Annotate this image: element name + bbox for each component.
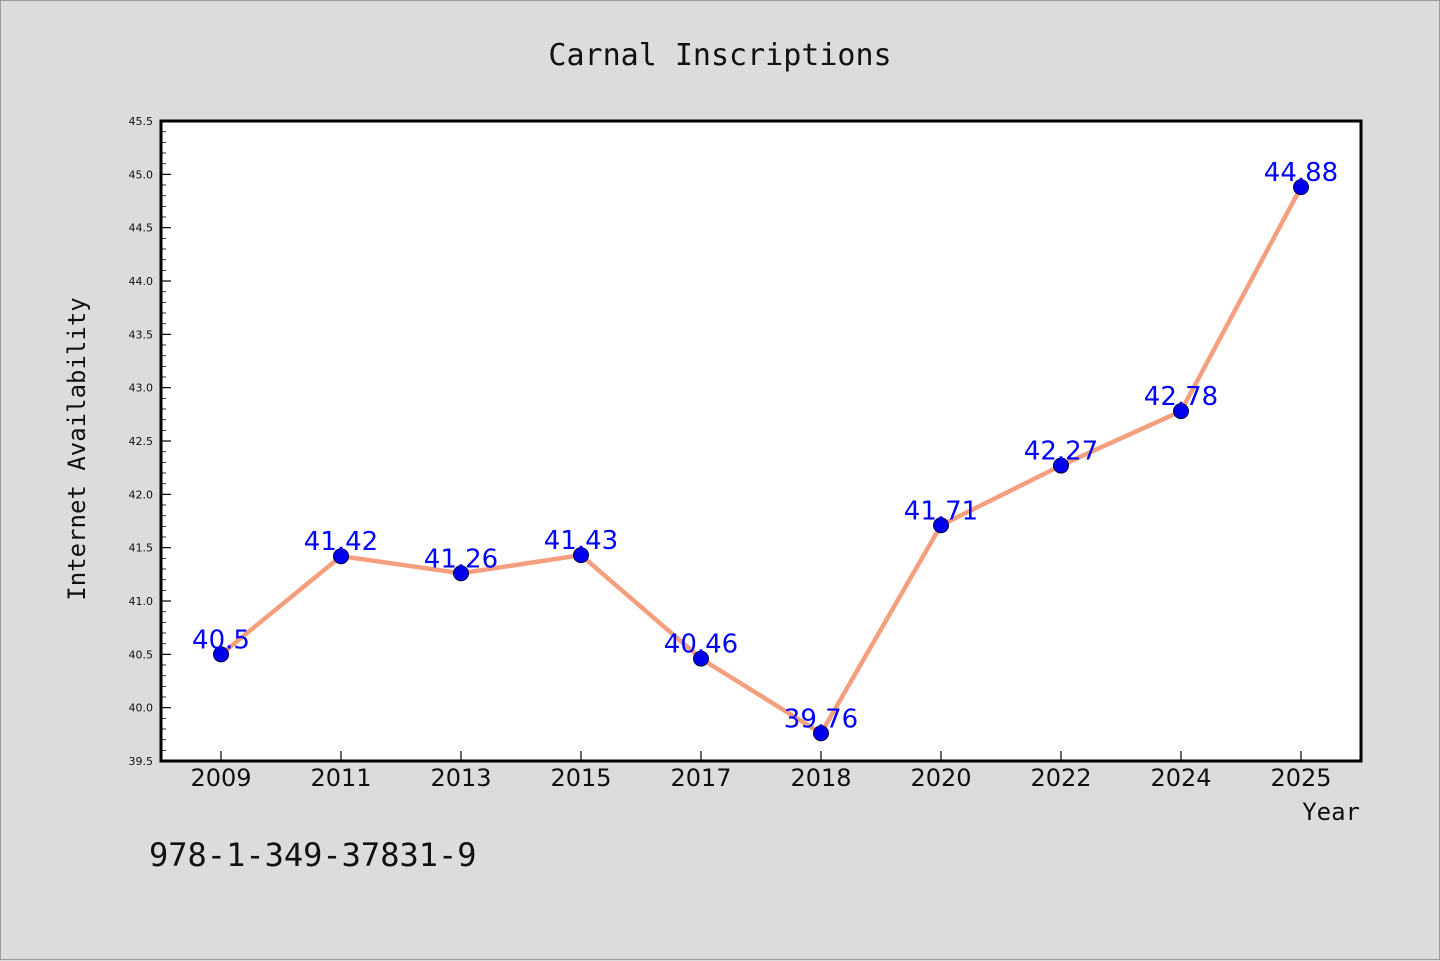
y-tick-label: 43.0 xyxy=(129,382,154,395)
data-labels: 40.5 41.42 41.26 41.43 40.46 39.76 41.71 42.27 4… xyxy=(192,158,1338,734)
y-axis-label: Internet Availability xyxy=(63,297,91,600)
data-point xyxy=(693,650,709,667)
x-tick-label: 2015 xyxy=(550,764,611,792)
data-point xyxy=(213,646,229,663)
y-tick-label: 45.5 xyxy=(129,115,154,128)
data-point xyxy=(1053,457,1069,474)
series-line xyxy=(213,179,1309,742)
data-label: 42.78 xyxy=(1144,382,1218,412)
data-label: 42.27 xyxy=(1024,437,1098,467)
data-point xyxy=(1173,403,1189,420)
y-tick-label: 39.5 xyxy=(129,755,154,768)
y-tick-label: 44.5 xyxy=(129,222,154,235)
x-tick-label: 2017 xyxy=(670,764,731,792)
data-label: 39.76 xyxy=(784,704,858,734)
y-axis: 39.5 40.0 40.5 41.0 41.5 42.0 42.5 43.0 43.5 44.0… xyxy=(129,115,171,768)
x-axis: 2009 2011 2013 2015 2017 2018 2020 2022 2024 2025 xyxy=(190,751,1332,792)
data-label: 44.88 xyxy=(1264,158,1338,188)
x-axis-label: Year xyxy=(1302,798,1360,826)
x-tick-label: 2025 xyxy=(1270,764,1331,792)
data-label: 40.5 xyxy=(192,625,250,655)
data-point xyxy=(453,565,469,582)
y-tick-label: 45.0 xyxy=(129,168,154,181)
y-tick-label: 44.0 xyxy=(129,275,154,288)
x-tick-label: 2024 xyxy=(1150,764,1211,792)
series-polyline xyxy=(219,186,1303,736)
y-tick-label: 41.0 xyxy=(129,595,154,608)
y-tick-label: 40.5 xyxy=(129,648,154,661)
x-tick-label: 2009 xyxy=(190,764,251,792)
data-label: 40.46 xyxy=(664,630,738,660)
data-label: 41.42 xyxy=(304,527,378,557)
data-point xyxy=(333,548,349,565)
data-point xyxy=(1293,179,1309,196)
data-label: 41.43 xyxy=(544,526,618,556)
isbn-text: 978-1-349-37831-9 xyxy=(149,836,477,874)
y-tick-label: 42.5 xyxy=(129,435,154,448)
y-tick-label: 42.0 xyxy=(129,488,154,501)
data-point xyxy=(573,547,589,564)
y-tick-label: 43.5 xyxy=(129,328,154,341)
y-tick-label: 41.5 xyxy=(129,542,154,555)
data-point xyxy=(813,725,829,742)
chart-title: Carnal Inscriptions xyxy=(548,38,891,73)
x-tick-label: 2020 xyxy=(910,764,971,792)
x-tick-label: 2013 xyxy=(430,764,491,792)
x-tick-label: 2011 xyxy=(310,764,371,792)
x-tick-label: 2018 xyxy=(790,764,851,792)
data-label: 41.71 xyxy=(904,496,978,526)
data-point xyxy=(933,517,949,534)
x-tick-label: 2022 xyxy=(1030,764,1091,792)
plot-area xyxy=(159,119,1363,763)
y-tick-label: 40.0 xyxy=(129,702,154,715)
data-label: 41.26 xyxy=(424,544,498,574)
